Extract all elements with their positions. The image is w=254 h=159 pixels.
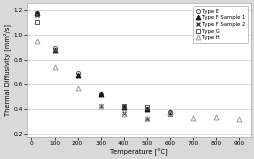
Type F Sample 2 — [36, 14, 39, 16]
Type F Sample 1 — [36, 13, 39, 14]
Type G — [36, 21, 39, 23]
Type G — [122, 105, 125, 107]
Type G — [145, 106, 148, 108]
Type F Sample 2 — [53, 49, 56, 51]
Type E — [99, 93, 102, 95]
Type E — [168, 111, 171, 113]
Type H — [122, 113, 125, 115]
Line: Type E: Type E — [35, 11, 172, 114]
Type G — [168, 113, 171, 115]
Type F Sample 2 — [99, 105, 102, 107]
Line: Type G: Type G — [35, 20, 172, 116]
Type F Sample 1 — [99, 93, 102, 95]
Type H — [214, 116, 217, 118]
X-axis label: Temperature [°C]: Temperature [°C] — [110, 148, 168, 156]
Type H — [191, 117, 194, 119]
Type F Sample 1 — [53, 49, 56, 51]
Type E — [145, 108, 148, 110]
Type F Sample 2 — [145, 118, 148, 120]
Type F Sample 1 — [168, 111, 171, 113]
Type H — [53, 66, 56, 68]
Type H — [76, 87, 79, 89]
Type H — [237, 118, 241, 120]
Line: Type F Sample 2: Type F Sample 2 — [35, 12, 149, 122]
Type H — [99, 105, 102, 107]
Type E — [76, 72, 79, 74]
Type F Sample 1 — [145, 108, 148, 110]
Legend: Type E, Type F Sample 1, Type F Sample 2, Type G, Type H: Type E, Type F Sample 1, Type F Sample 2… — [194, 6, 248, 43]
Type E — [36, 13, 39, 14]
Type F Sample 1 — [76, 74, 79, 76]
Line: Type H: Type H — [35, 38, 242, 122]
Type F Sample 2 — [122, 112, 125, 114]
Type E — [122, 106, 125, 108]
Type E — [53, 47, 56, 49]
Type H — [36, 40, 39, 42]
Type F Sample 1 — [122, 106, 125, 108]
Type H — [168, 112, 171, 114]
Type H — [145, 117, 148, 119]
Y-axis label: Thermal Diffusivity [mm²/s]: Thermal Diffusivity [mm²/s] — [4, 24, 11, 116]
Line: Type F Sample 1: Type F Sample 1 — [35, 11, 172, 114]
